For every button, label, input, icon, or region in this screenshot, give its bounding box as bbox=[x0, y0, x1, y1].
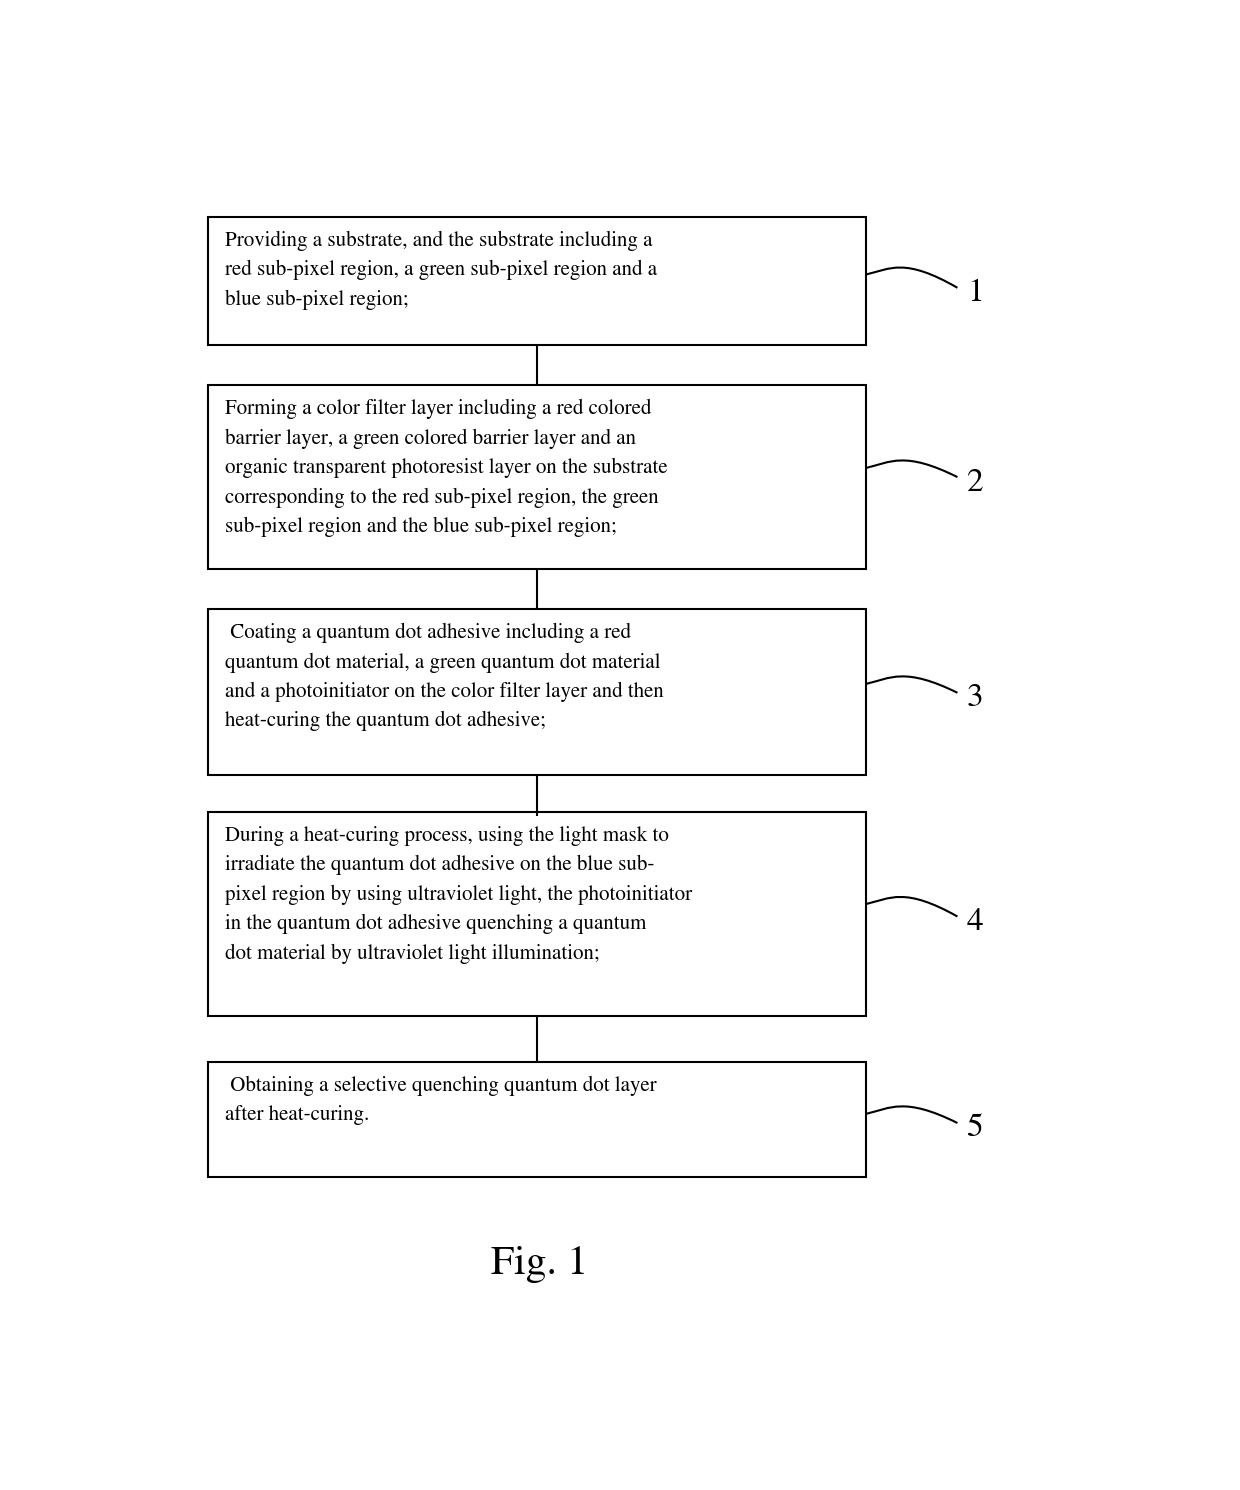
Text: During a heat-curing process, using the light mask to
irradiate the quantum dot : During a heat-curing process, using the … bbox=[226, 825, 692, 964]
Bar bbox=[208, 216, 867, 346]
Text: Fig. 1: Fig. 1 bbox=[491, 1246, 588, 1283]
Text: 3: 3 bbox=[967, 684, 983, 714]
Bar bbox=[208, 609, 867, 775]
Text: 2: 2 bbox=[967, 468, 983, 498]
Text: 5: 5 bbox=[967, 1115, 983, 1143]
Text: Providing a substrate, and the substrate including a
red sub-pixel region, a gre: Providing a substrate, and the substrate… bbox=[226, 231, 657, 310]
Text: 1: 1 bbox=[967, 279, 983, 308]
Bar bbox=[208, 812, 867, 1016]
Bar bbox=[208, 1062, 867, 1177]
Text: Obtaining a selective quenching quantum dot layer
after heat-curing.: Obtaining a selective quenching quantum … bbox=[226, 1076, 657, 1125]
Text: Forming a color filter layer including a red colored
barrier layer, a green colo: Forming a color filter layer including a… bbox=[226, 399, 668, 538]
Text: Coating a quantum dot adhesive including a red
quantum dot material, a green qua: Coating a quantum dot adhesive including… bbox=[226, 623, 663, 732]
Text: 4: 4 bbox=[967, 907, 983, 937]
Bar bbox=[208, 386, 867, 569]
